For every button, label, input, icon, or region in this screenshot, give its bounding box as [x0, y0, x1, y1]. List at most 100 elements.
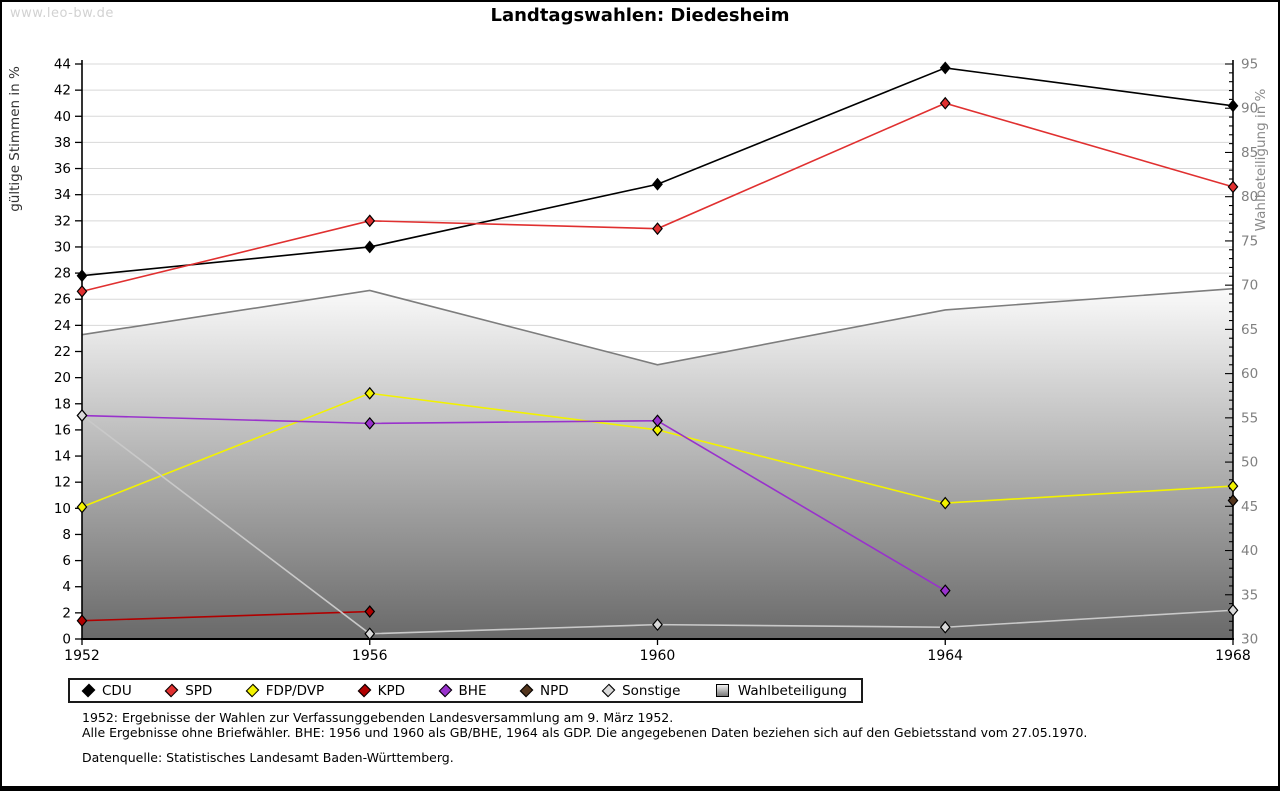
left-tick-label: 4	[62, 579, 71, 595]
legend-area-swatch	[715, 684, 729, 697]
page-title: Landtagswahlen: Diedesheim	[490, 5, 790, 26]
footnote-line-2: Alle Ergebnisse ohne Briefwähler. BHE: 1…	[82, 724, 1088, 740]
marker-SPD-1956	[364, 214, 376, 228]
x-tick-label-1968: 1968	[1215, 648, 1251, 664]
left-tick-label: 12	[54, 475, 71, 491]
left-axis-title: gültige Stimmen in %	[7, 66, 23, 212]
left-tick-label: 0	[62, 632, 71, 648]
wahlbeteiligung-line	[81, 287, 1234, 366]
marker-BHE-1956	[364, 416, 376, 430]
marker-FDP-DVP-1952	[76, 500, 88, 514]
right-tick-label: 90	[1241, 101, 1258, 117]
legend-item-Wahlbeteiligung: Wahlbeteiligung	[715, 682, 847, 699]
marker-Sonstige-1952	[76, 409, 88, 422]
series-line-BHE	[81, 414, 946, 592]
marker-Sonstige-1960	[652, 618, 663, 632]
left-tick-label: 16	[54, 422, 71, 438]
legend-item-CDU: CDU	[81, 682, 132, 699]
left-tick-label: 38	[54, 135, 71, 151]
legend-item-FDP-DVP: FDP/DVP	[245, 682, 325, 699]
legend-diamond-icon	[601, 683, 616, 698]
left-tick-label: 20	[54, 370, 71, 386]
leo-bw-watermark: www.leo-bw.de	[10, 6, 114, 21]
left-tick-label: 28	[54, 266, 71, 282]
marker-Sonstige-1968	[1227, 603, 1239, 617]
right-tick-label: 80	[1241, 189, 1258, 205]
right-tick-label: 60	[1241, 366, 1258, 382]
data-source-text: Datenquelle: Statistisches Landesamt Bad…	[82, 750, 454, 765]
marker-CDU-1952	[76, 269, 88, 283]
series-line-KPD	[81, 610, 370, 622]
x-tick-label-1964: 1964	[927, 648, 963, 664]
marker-SPD-1960	[652, 222, 663, 236]
marker-FDP-DVP-1956	[364, 386, 376, 400]
marker-FDP-DVP-1960	[652, 423, 663, 437]
legend-diamond-icon	[164, 683, 179, 698]
chart-legend: CDU SPD FDP/DVP KPD BHE NPD Sonstige Wahlbeteil…	[68, 678, 863, 703]
legend-label: Wahlbeteiligung	[737, 682, 847, 699]
right-axis-title: Wahlbeteiligung in %	[1253, 88, 1269, 231]
legend-diamond-icon	[245, 683, 260, 698]
right-tick-label: 50	[1241, 455, 1258, 471]
right-tick-label: 30	[1241, 632, 1258, 648]
legend-label: SPD	[185, 682, 213, 699]
left-tick-label: 10	[54, 501, 71, 517]
left-tick-label: 40	[54, 109, 71, 125]
legend-label: KPD	[377, 682, 406, 699]
left-tick-label: 42	[54, 83, 71, 99]
marker-SPD-1952	[76, 284, 88, 298]
left-tick-label: 6	[62, 553, 71, 569]
marker-Sonstige-1956	[364, 627, 376, 641]
marker-BHE-1960	[652, 414, 663, 428]
right-tick-label: 40	[1241, 543, 1258, 559]
legend-item-BHE: BHE	[438, 682, 487, 699]
right-tick-label: 75	[1241, 233, 1258, 249]
x-tick-label-1960: 1960	[640, 648, 676, 664]
left-tick-label: 24	[54, 318, 71, 334]
marker-SPD-1968	[1227, 180, 1239, 194]
legend-label: CDU	[102, 682, 132, 699]
marker-CDU-1956	[364, 240, 376, 254]
left-tick-label: 26	[54, 292, 71, 308]
legend-label: BHE	[458, 682, 487, 699]
marker-CDU-1968	[1227, 99, 1239, 113]
x-tick-label-1952: 1952	[64, 648, 100, 664]
marker-BHE-1964	[939, 584, 951, 598]
x-tick-label-1956: 1956	[352, 648, 388, 664]
right-tick-label: 85	[1241, 145, 1258, 161]
marker-KPD-1952	[76, 614, 88, 628]
left-tick-label: 34	[54, 187, 71, 203]
marker-CDU-1960	[652, 177, 663, 191]
legend-label: FDP/DVP	[265, 682, 325, 699]
left-tick-label: 32	[54, 213, 71, 229]
marker-NPD-1968	[1227, 494, 1239, 507]
legend-diamond-icon	[357, 683, 371, 698]
left-tick-label: 2	[62, 605, 71, 621]
left-tick-label: 44	[54, 57, 71, 73]
right-tick-label: 45	[1241, 499, 1258, 515]
series-line-SPD	[81, 102, 1234, 293]
footnote-line-1: 1952: Ergebnisse der Wahlen zur Verfassu…	[82, 710, 674, 725]
left-tick-label: 18	[54, 396, 71, 412]
legend-label: Sonstige	[622, 682, 681, 699]
left-tick-label: 14	[54, 449, 71, 465]
marker-Sonstige-1964	[939, 620, 951, 634]
legend-item-NPD: NPD	[519, 682, 569, 699]
marker-FDP-DVP-1968	[1227, 479, 1239, 493]
series-line-CDU	[81, 67, 1234, 277]
right-tick-label: 65	[1241, 322, 1258, 338]
right-tick-label: 70	[1241, 278, 1258, 294]
legend-diamond-icon	[519, 683, 534, 698]
footnote-text: 1952: Ergebnisse der Wahlen zur Verfassu…	[82, 710, 1232, 740]
legend-diamond-icon	[438, 683, 452, 698]
line-chart: 0246810121416182022242628303234363840424…	[7, 57, 1269, 665]
legend-diamond-icon	[81, 683, 96, 698]
left-tick-label: 8	[62, 527, 71, 543]
wahlbeteiligung-area	[82, 288, 1233, 639]
left-tick-label: 30	[54, 239, 71, 255]
left-tick-label: 22	[54, 344, 71, 360]
marker-FDP-DVP-1964	[939, 496, 951, 510]
legend-label: NPD	[539, 682, 569, 699]
right-tick-label: 55	[1241, 410, 1258, 426]
